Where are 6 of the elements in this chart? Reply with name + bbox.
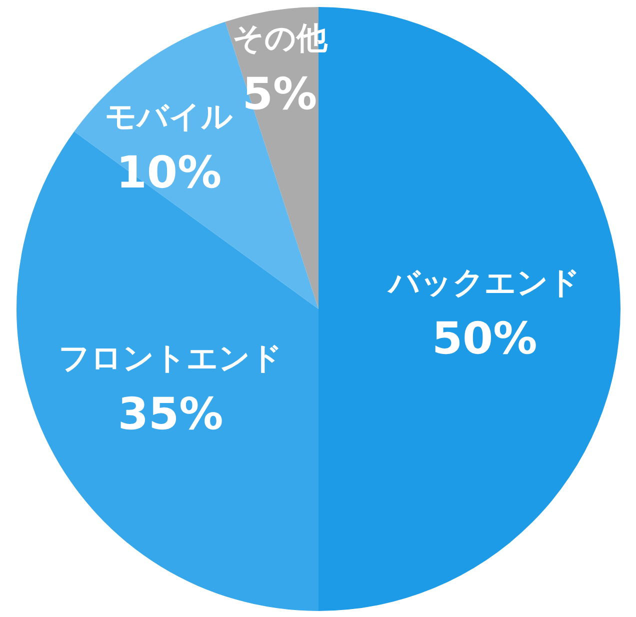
slice-label: バックエンド xyxy=(386,265,581,301)
slice-label: モバイル xyxy=(104,98,233,135)
data-label: 35% xyxy=(118,388,224,440)
data-label: 50% xyxy=(432,314,538,364)
slice-label: フロントエンド xyxy=(58,340,283,376)
data-label: 10% xyxy=(116,147,222,198)
